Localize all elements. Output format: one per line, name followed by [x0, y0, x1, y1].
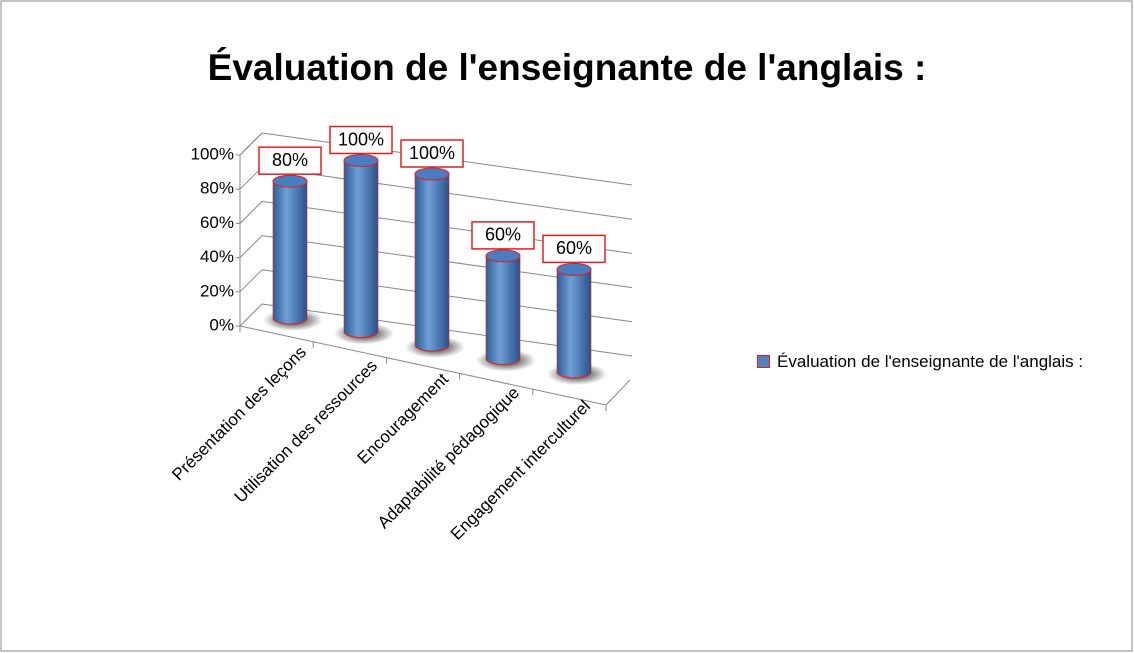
label-box: [258, 146, 322, 175]
data-label: 100%: [409, 143, 455, 163]
grid-line: [239, 303, 263, 327]
cylinder: [415, 174, 449, 345]
cylinder-top: [414, 167, 450, 181]
y-tick-label: 100%: [191, 144, 234, 163]
cylinder-bottom: [343, 331, 379, 338]
grid-line: [239, 132, 263, 156]
legend-label: Évaluation de l'enseignante de l'anglais…: [777, 352, 1084, 371]
label-box: [542, 234, 606, 264]
cylinder: [486, 255, 520, 359]
cylinder-top: [343, 154, 379, 167]
cylinder-bottom: [414, 344, 450, 352]
cylinder: [344, 160, 378, 332]
label-box: [329, 125, 393, 155]
cylinder-top: [485, 249, 521, 263]
floor-side: [605, 379, 631, 406]
cylinder-bottom: [485, 358, 521, 365]
legend-swatch: [757, 355, 770, 368]
y-tick-label: 20%: [200, 281, 234, 300]
data-label: 100%: [338, 129, 384, 149]
cylinder-top: [556, 262, 592, 276]
cylinder-bottom: [556, 371, 592, 379]
chart-title: Évaluation de l'enseignante de l'anglais…: [208, 47, 927, 88]
grid-line: [239, 235, 263, 258]
y-tick-label: 80%: [200, 179, 234, 198]
data-label: 60%: [556, 238, 592, 258]
cylinder-top: [272, 174, 308, 188]
label-box: [400, 139, 464, 168]
cylinder: [557, 269, 591, 372]
label-box: [471, 221, 535, 250]
data-label: 60%: [485, 225, 521, 245]
cylinder-bottom: [272, 317, 308, 325]
y-tick-label: 60%: [200, 213, 234, 232]
floor-edge: [239, 325, 607, 406]
grid-line: [239, 201, 263, 224]
y-tick-label: 0%: [209, 315, 234, 334]
grid-line: [239, 269, 263, 293]
data-label: 80%: [272, 150, 308, 170]
y-tick-label: 40%: [200, 247, 234, 266]
cylinder: [273, 181, 307, 318]
legend: Évaluation de l'enseignante de l'anglais…: [757, 348, 1117, 375]
